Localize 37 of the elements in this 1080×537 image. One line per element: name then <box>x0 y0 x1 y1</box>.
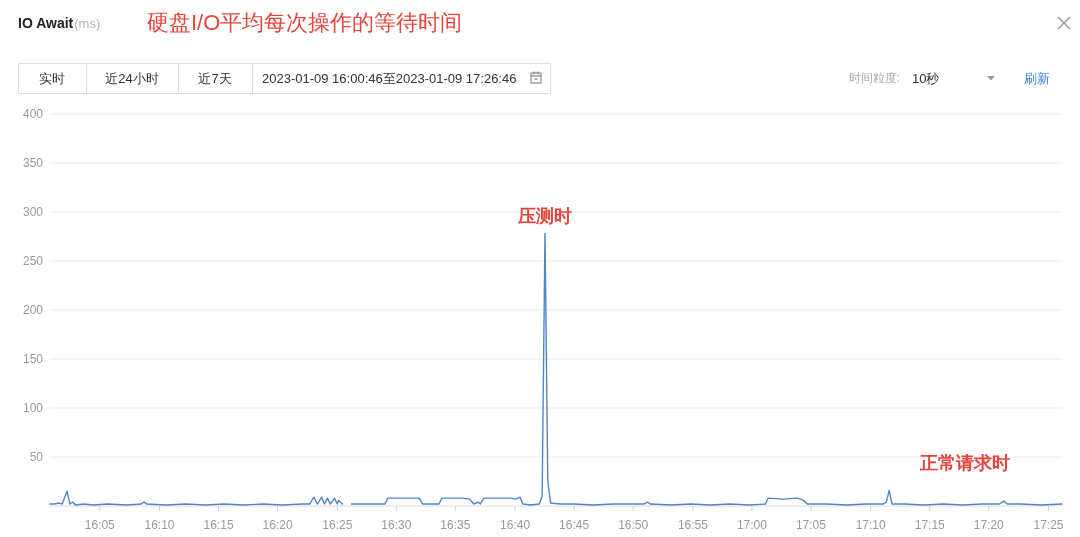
y-tick-label: 150 <box>22 352 44 366</box>
x-tick-label: 16:20 <box>262 518 293 532</box>
y-tick-label: 100 <box>22 401 44 415</box>
button: 近7天 <box>178 63 253 94</box>
x-tick-label: 16:15 <box>203 518 234 532</box>
x-tick-label: 16:50 <box>618 518 649 532</box>
x-tick-label: 17:10 <box>855 518 887 532</box>
x-tick-label: 16:45 <box>559 518 590 532</box>
x-tick-label: 16:25 <box>322 518 353 532</box>
annotation: (ms) <box>74 16 101 31</box>
x-tick-label: 17:00 <box>736 518 768 532</box>
x-tick-label: 17:15 <box>914 518 946 532</box>
y-tick-label: 400 <box>22 107 44 121</box>
label: 10秒 <box>912 70 940 86</box>
x-tick-label: 16:10 <box>144 518 175 532</box>
x-tick-label: 16:40 <box>500 518 531 532</box>
x-tick-label: 17:20 <box>973 518 1005 532</box>
y-tick-label: 250 <box>22 254 44 268</box>
y-tick-label: 200 <box>22 303 44 317</box>
y-tick-label: 50 <box>29 450 44 464</box>
label: 时间粒度: <box>848 71 900 85</box>
button: 近24小时 <box>86 63 179 94</box>
x-tick-label: 16:05 <box>84 518 116 532</box>
x-tick-label: 16:35 <box>440 518 471 532</box>
annotation: 正常请求时 <box>920 453 1010 473</box>
annotation: 硬盘I/O平均每次操作的等待时间 <box>147 9 463 35</box>
annotation: 压测时 <box>518 205 572 226</box>
y-tick-label: 300 <box>22 205 44 219</box>
x-tick-label: 17:05 <box>795 518 827 532</box>
button: 实时 <box>18 63 87 94</box>
y-tick-label: 350 <box>22 156 44 170</box>
x-tick-label: 16:30 <box>381 518 412 532</box>
x-tick-label: 17:25 <box>1033 518 1064 532</box>
date-range-field: 2023-01-09 16:00:46至2023-01-09 17:26:46 <box>252 63 551 94</box>
title: IO Await <box>18 15 74 31</box>
x-tick-label: 16:55 <box>677 518 709 532</box>
link: 刷新 <box>1024 70 1050 86</box>
